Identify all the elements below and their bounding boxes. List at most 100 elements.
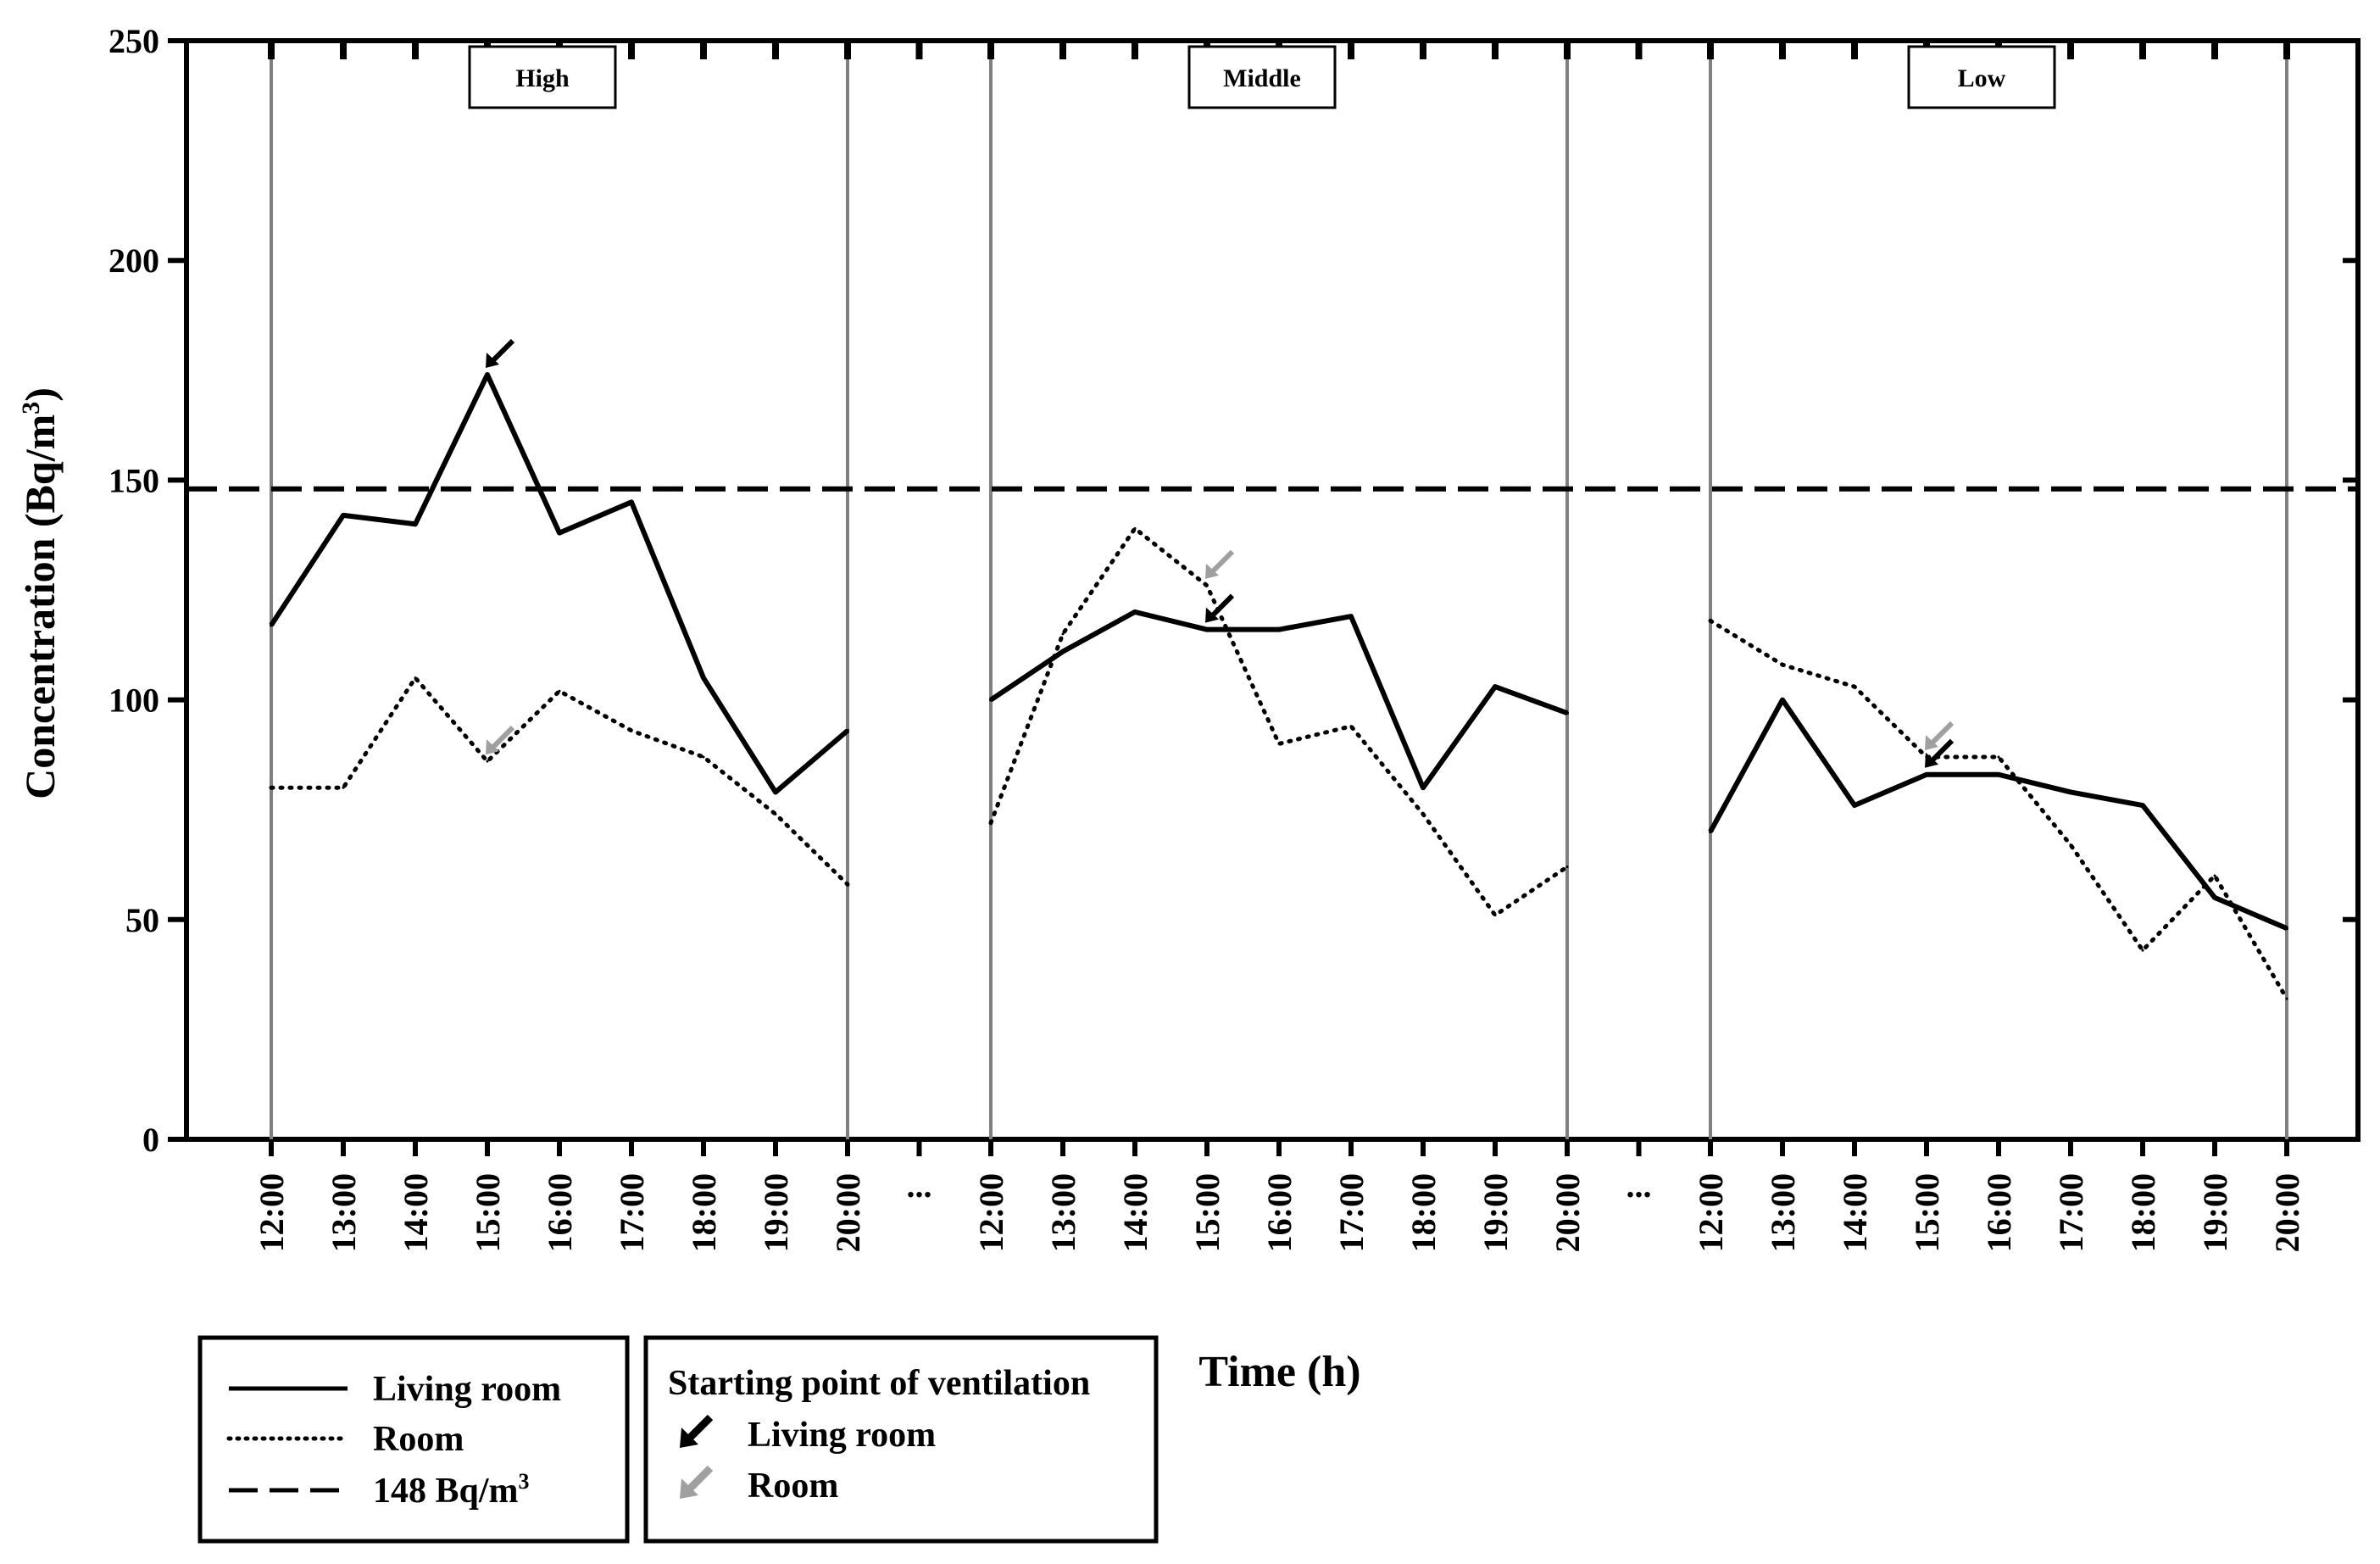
x-tick-label: 16:00: [1260, 1173, 1298, 1252]
series-living-room-high: [269, 371, 849, 795]
point-room-middle: [1565, 865, 1569, 869]
point-living-room-low: [1925, 772, 1928, 776]
legend-label-room: Room: [373, 1420, 464, 1459]
point-living-room-high: [342, 513, 345, 517]
series-room-middle: [988, 525, 1570, 919]
legend-arrow-room-icon: [680, 1465, 714, 1499]
panel-title-box-low: [1907, 45, 2056, 109]
point-living-room-low: [2285, 927, 2288, 931]
point-room-middle: [1349, 725, 1353, 728]
gap-label: ...: [907, 1166, 932, 1205]
point-room-high: [486, 760, 489, 763]
point-room-low: [1709, 619, 1712, 622]
point-living-room-middle: [1277, 627, 1281, 632]
x-tick-label: 19:00: [757, 1173, 795, 1252]
x-tick-label: 18:00: [685, 1173, 723, 1252]
point-room-low: [1853, 685, 1856, 688]
ventilation-arrow-room-low: [1925, 721, 1955, 750]
y-tick-label: 200: [108, 242, 159, 280]
point-living-room-high: [774, 790, 777, 794]
point-room-high: [342, 786, 345, 789]
point-living-room-low: [1781, 698, 1784, 702]
ventilation-arrow-living-room-high: [486, 338, 515, 368]
point-living-room-high: [486, 372, 489, 376]
y-axis-label-sup: 3: [17, 402, 45, 415]
panel-title-low: Low: [1958, 64, 2006, 92]
legend-label-reference: 148 Bq/m3: [373, 1469, 530, 1511]
x-axis-label: Time (h): [1198, 1348, 1360, 1396]
point-living-room-middle: [1565, 711, 1569, 715]
point-living-room-middle: [1349, 615, 1353, 619]
point-room-middle: [1421, 812, 1425, 815]
y-tick-label: 250: [108, 22, 159, 60]
legend-arrow-label-living-room: Living room: [748, 1416, 936, 1455]
x-tick-label: 16:00: [1980, 1173, 2018, 1252]
legend-arrows-box: [643, 1335, 1159, 1544]
panel-title-box-middle: [1187, 45, 1337, 109]
point-room-middle: [1061, 632, 1065, 636]
point-room-high: [558, 689, 561, 693]
point-room-middle: [1277, 742, 1281, 745]
point-room-low: [2285, 997, 2288, 1000]
x-tick-label: 20:00: [1549, 1173, 1587, 1252]
legend-arrow-living-room-icon: [680, 1414, 714, 1448]
point-living-room-high: [702, 676, 705, 680]
point-living-room-middle: [989, 698, 993, 702]
y-tick-label: 150: [108, 461, 159, 499]
x-tick-label: 13:00: [325, 1173, 363, 1252]
legend-label-living-room: Living room: [373, 1370, 561, 1409]
point-room-middle: [989, 821, 993, 825]
x-tick-label: 15:00: [469, 1173, 507, 1252]
x-tick-label: 12:00: [1692, 1173, 1730, 1252]
point-living-room-high: [414, 522, 417, 526]
series-room-low: [1708, 618, 2289, 1001]
plot-frame: [184, 38, 2361, 1142]
point-room-high: [774, 812, 777, 815]
point-room-low: [2069, 843, 2072, 847]
point-room-low: [2213, 874, 2216, 877]
point-living-room-high: [630, 500, 633, 504]
x-tick-label: 20:00: [2268, 1173, 2306, 1252]
ventilation-arrow-living-room-middle: [1205, 593, 1235, 623]
series-room-high: [269, 674, 850, 887]
point-living-room-middle: [1493, 685, 1497, 689]
panel-title-high: High: [515, 64, 570, 92]
point-room-high: [702, 755, 705, 759]
point-living-room-middle: [1205, 627, 1209, 632]
x-tick-label: 17:00: [2052, 1173, 2090, 1252]
point-room-high: [846, 882, 849, 886]
legend-arrows-title: Starting point of ventilation: [668, 1364, 1090, 1403]
x-tick-label: 16:00: [541, 1173, 579, 1252]
legend-arrows: Starting point of ventilation Living roo…: [643, 1335, 1159, 1544]
point-living-room-high: [270, 623, 273, 627]
x-tick-label: 19:00: [2196, 1173, 2234, 1252]
x-tick-label: 15:00: [1908, 1173, 1946, 1252]
x-tick-label: 14:00: [1116, 1173, 1154, 1252]
point-room-high: [630, 729, 633, 732]
x-tick-label: 15:00: [1188, 1173, 1226, 1252]
x-tick-label: 14:00: [397, 1173, 435, 1252]
y-tick-label: 50: [125, 901, 159, 939]
series-living-room-low: [1708, 697, 2288, 931]
point-living-room-low: [2141, 804, 2144, 808]
x-tick-label: 12:00: [253, 1173, 291, 1252]
point-living-room-middle: [1061, 649, 1065, 654]
point-living-room-high: [558, 531, 561, 535]
point-room-high: [414, 676, 417, 680]
x-tick-label: 18:00: [2124, 1173, 2162, 1252]
point-living-room-low: [2069, 790, 2072, 794]
point-room-high: [270, 786, 273, 789]
panel-title-box-high: [468, 45, 617, 109]
point-room-middle: [1133, 526, 1137, 530]
x-tick-label: 18:00: [1404, 1173, 1443, 1252]
x-tick-label: 13:00: [1764, 1173, 1802, 1252]
y-tick-label: 0: [142, 1121, 159, 1159]
y-tick-label: 100: [108, 682, 159, 720]
gap-label: ...: [1627, 1166, 1652, 1205]
x-tick-label: 17:00: [1332, 1173, 1371, 1252]
x-tick-label: 12:00: [972, 1173, 1010, 1252]
point-living-room-low: [1997, 772, 2000, 776]
x-tick-label: 14:00: [1836, 1173, 1874, 1252]
ventilation-arrow-room-middle: [1205, 549, 1235, 579]
legend-arrow-label-room: Room: [748, 1467, 838, 1506]
